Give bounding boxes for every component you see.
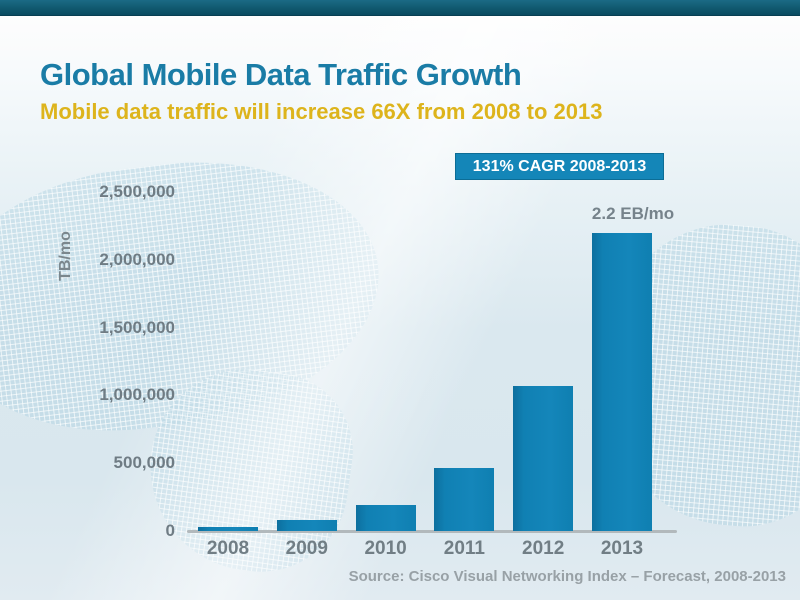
bar-2008 <box>198 527 258 531</box>
bar-2009 <box>276 520 337 531</box>
page-subtitle: Mobile data traffic will increase 66X fr… <box>40 99 603 124</box>
y-axis-tick-3: 1,500,000 <box>99 317 175 337</box>
y-axis-tick-2: 1,000,000 <box>99 385 175 405</box>
bar-2010 <box>355 505 416 531</box>
cagr-badge: 131% CAGR 2008-2013 <box>455 153 664 180</box>
y-axis-tick-4: 2,000,000 <box>99 249 175 269</box>
y-axis-tick-1: 500,000 <box>113 453 175 473</box>
x-axis-baseline <box>187 530 677 533</box>
peak-value-annotation: 2.2 EB/mo <box>591 204 675 223</box>
y-axis-tick-0: 0 <box>165 521 175 540</box>
x-axis-label-2010: 2010 <box>364 538 407 559</box>
bar-2011 <box>434 468 495 531</box>
x-axis-label-2012: 2012 <box>522 538 565 559</box>
x-axis-label-2013: 2013 <box>600 538 644 559</box>
top-accent-bar <box>0 0 800 16</box>
bar-2012 <box>513 386 574 531</box>
source-attribution: Source: Cisco Visual Networking Index – … <box>348 568 786 585</box>
x-axis-label-2009: 2009 <box>285 538 328 559</box>
x-axis-label-2011: 2011 <box>443 538 485 559</box>
plot-area <box>187 192 680 533</box>
y-axis-tick-labels: 0 500,000 1,000,000 1,500,000 2,000,000 2,500… <box>60 182 175 540</box>
y-axis-tick-5: 2,500,000 <box>99 182 175 201</box>
bar-2013 <box>592 233 652 531</box>
page-title: Global Mobile Data Traffic Growth <box>40 57 522 92</box>
x-axis-labels: 2008 2009 2010 2011 2012 2013 <box>188 538 680 564</box>
x-axis-label-2008: 2008 <box>206 538 250 559</box>
